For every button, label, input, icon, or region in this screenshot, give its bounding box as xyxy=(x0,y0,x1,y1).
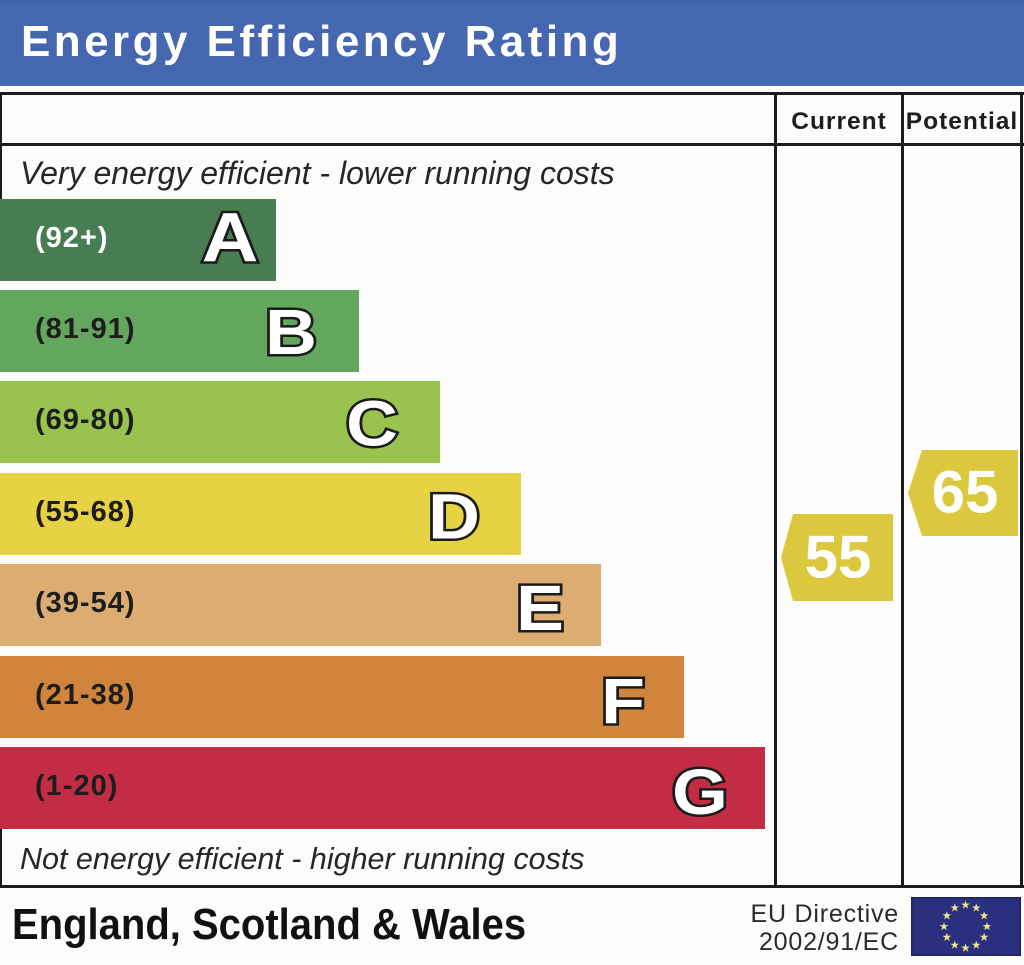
svg-text:55: 55 xyxy=(805,524,872,591)
svg-text:G: G xyxy=(672,756,728,828)
svg-text:F: F xyxy=(601,665,645,737)
svg-text:D: D xyxy=(428,481,480,553)
svg-text:A: A xyxy=(202,199,259,277)
svg-text:C: C xyxy=(346,388,398,460)
svg-text:B: B xyxy=(265,296,317,368)
svg-text:65: 65 xyxy=(932,459,999,526)
svg-text:E: E xyxy=(516,573,564,645)
